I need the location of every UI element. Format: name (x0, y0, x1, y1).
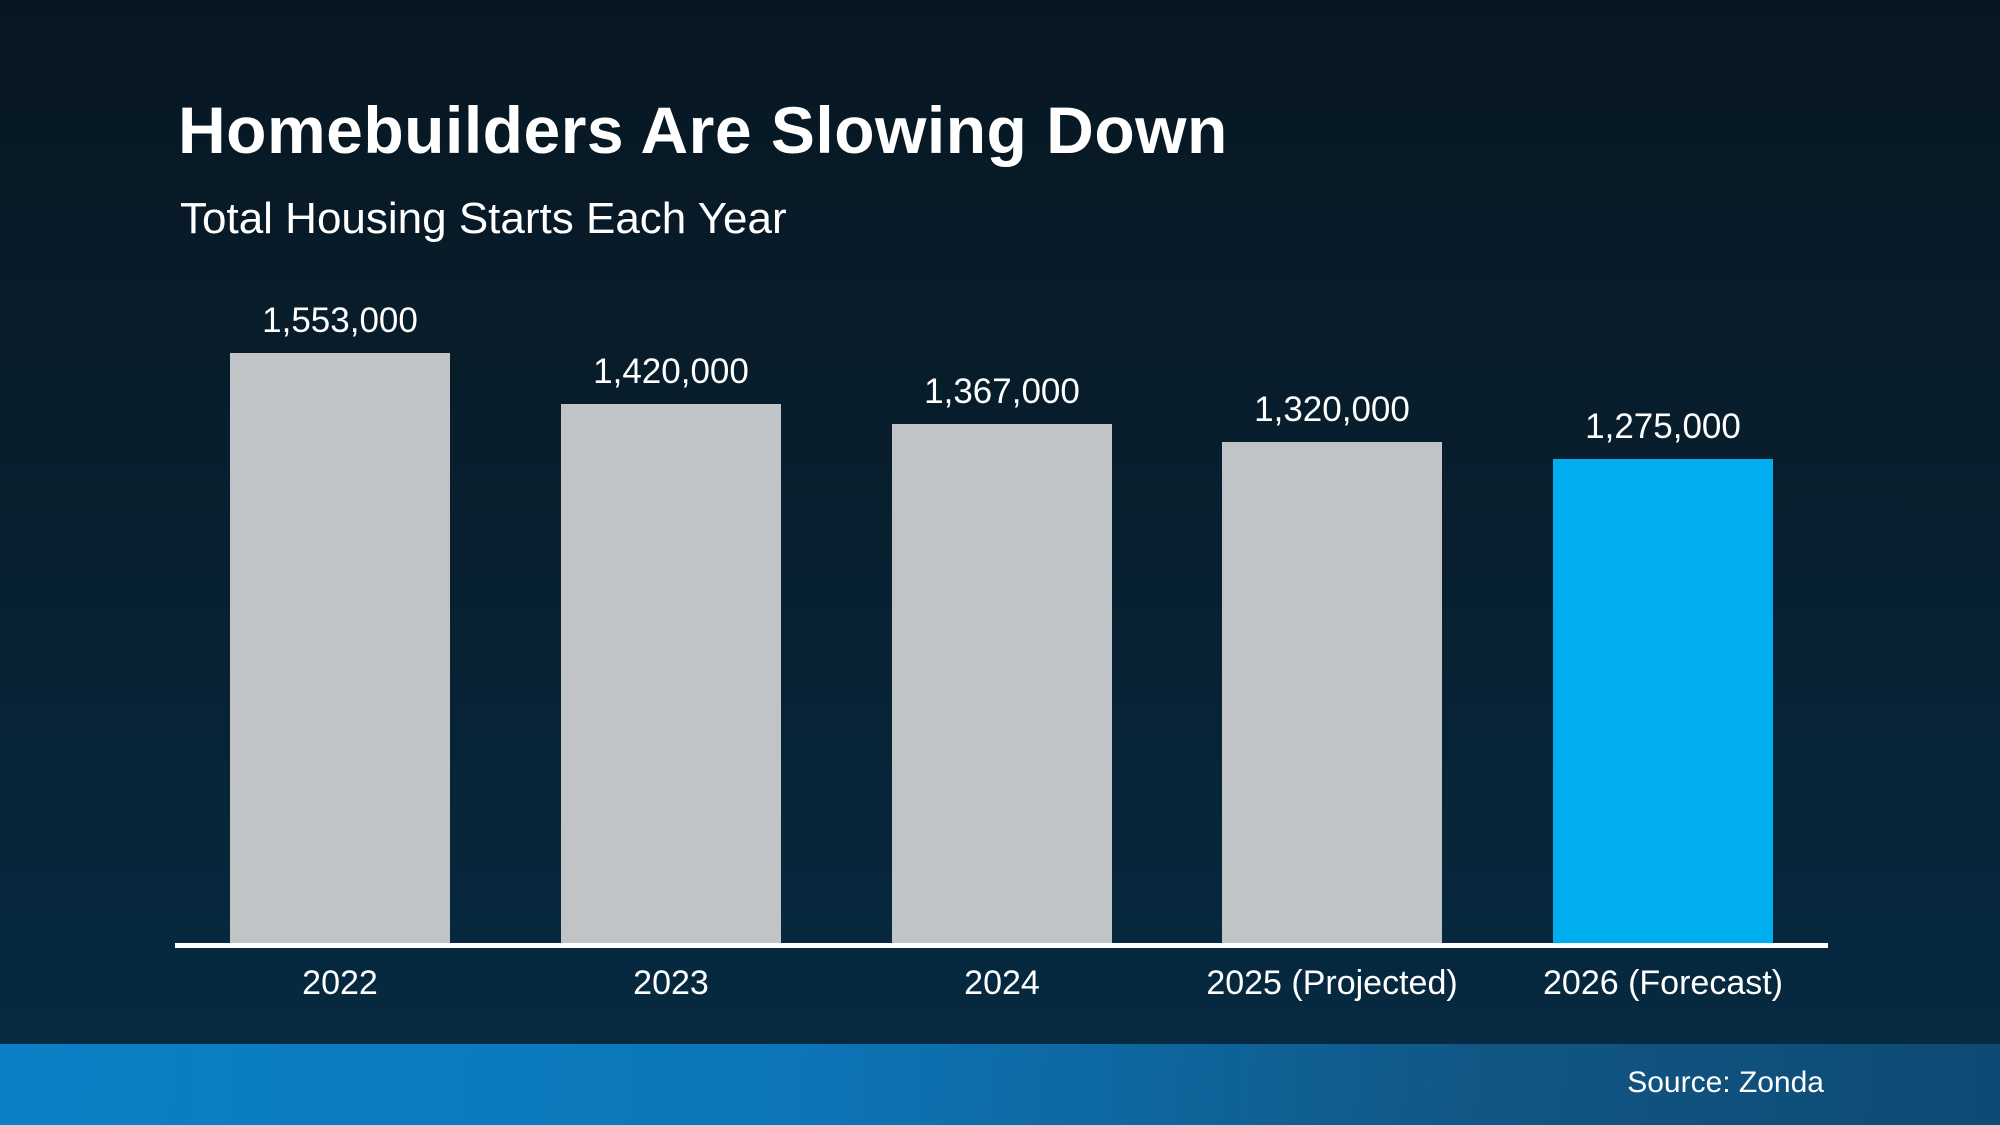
chart-subtitle: Total Housing Starts Each Year (180, 193, 787, 243)
bar-value-label: 1,275,000 (1585, 406, 1741, 446)
bar-group-2022: 1,553,000 2022 (230, 300, 450, 1002)
bar-value-label: 1,420,000 (593, 351, 749, 391)
bar-value-label: 1,553,000 (262, 300, 418, 340)
bar-2023 (561, 404, 781, 943)
x-axis-label: 2023 (633, 964, 709, 1002)
bar-value-label: 1,320,000 (1254, 389, 1410, 429)
bar-2024 (892, 424, 1112, 943)
bar-value-label: 1,367,000 (924, 371, 1080, 411)
bar-group-2026: 1,275,000 2026 (Forecast) (1543, 406, 1783, 1002)
chart-title: Homebuilders Are Slowing Down (178, 93, 1228, 168)
x-axis-label: 2025 (Projected) (1206, 964, 1458, 1002)
x-axis-label: 2026 (Forecast) (1543, 964, 1783, 1002)
x-axis-line (175, 943, 1828, 948)
bar-group-2023: 1,420,000 2023 (561, 351, 781, 1002)
bar-group-2024: 1,367,000 2024 (892, 371, 1112, 1002)
source-label: Source: Zonda (1627, 1066, 1824, 1099)
bar-group-2025: 1,320,000 2025 (Projected) (1206, 389, 1457, 1002)
x-axis-label: 2022 (302, 964, 378, 1002)
source-strip: Source: Zonda (0, 1044, 2000, 1125)
bar-2022 (230, 353, 450, 943)
bar-2026 (1553, 459, 1773, 943)
x-axis-label: 2024 (964, 964, 1040, 1002)
bar-2025 (1222, 442, 1442, 943)
